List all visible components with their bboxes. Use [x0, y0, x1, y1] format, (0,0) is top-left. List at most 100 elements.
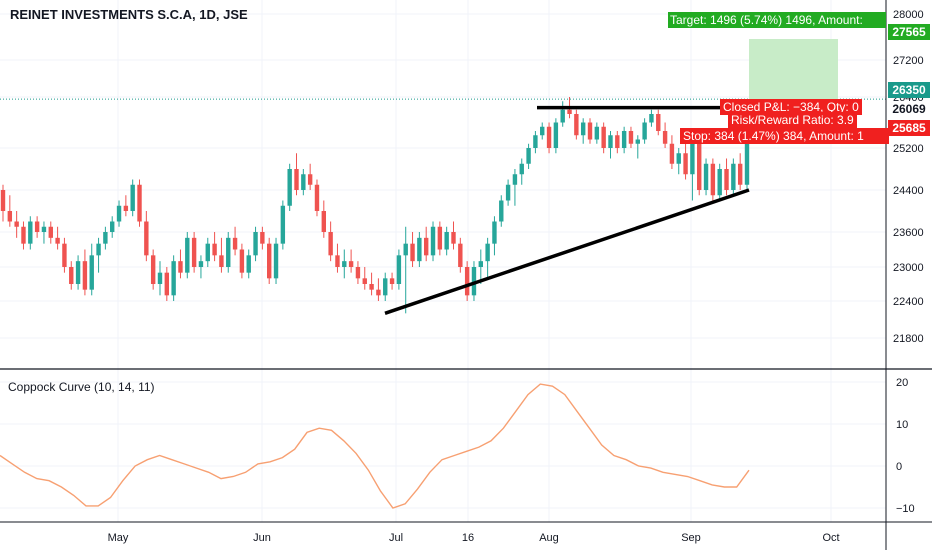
candle-body	[212, 243, 217, 256]
candle-body	[724, 169, 729, 190]
candle-body	[96, 243, 101, 256]
candlestick-series[interactable]	[0, 97, 750, 314]
candle-body	[642, 122, 647, 140]
candle-body	[662, 131, 668, 144]
candle-body	[567, 109, 572, 114]
candle-body	[28, 221, 33, 244]
candle-body	[628, 131, 634, 144]
candle-body	[499, 200, 504, 222]
candle-body	[48, 226, 53, 238]
candle-body	[55, 237, 60, 244]
candle-body	[253, 232, 258, 256]
candle-body	[621, 131, 627, 148]
price-tick-label: 24400	[893, 185, 924, 197]
candle-body	[676, 153, 681, 164]
candle-body	[540, 126, 545, 136]
price-badge-target: 27565	[888, 24, 930, 40]
candle-body	[553, 122, 559, 148]
candle-body	[205, 243, 210, 262]
price-badge-stop: 25685	[888, 120, 930, 136]
candle-body	[546, 126, 552, 148]
candle-body	[191, 237, 197, 267]
candle-body	[376, 289, 381, 296]
candle-body	[260, 232, 265, 244]
candle-body	[478, 261, 483, 267]
closed-pnl-label: Closed P&L: −384, Qty: 0	[720, 99, 862, 115]
price-tick-label: 22400	[893, 296, 924, 308]
candle-body	[335, 255, 340, 267]
candle-body	[512, 174, 518, 185]
candle-body	[150, 255, 156, 284]
candle-body	[669, 143, 675, 164]
candle-body	[744, 111, 750, 185]
risk-reward-label: Risk/Reward Ratio: 3.9	[728, 112, 857, 128]
candle-body	[649, 114, 654, 123]
time-tick-label: 16	[462, 532, 474, 544]
candle-body	[273, 243, 279, 279]
candle-body	[116, 205, 122, 222]
price-tick-label: 27200	[893, 55, 924, 67]
indicator-tick-label: 0	[896, 461, 902, 473]
candle-body	[178, 261, 183, 273]
candle-body	[533, 135, 538, 148]
candle-body	[226, 237, 231, 267]
candle-body	[389, 278, 395, 284]
candle-body	[301, 174, 306, 190]
candle-body	[656, 114, 661, 131]
candle-body	[560, 109, 565, 123]
candle-body	[21, 226, 26, 244]
candle-body	[601, 126, 606, 148]
candle-body	[710, 163, 716, 196]
trend-lines[interactable]	[384, 105, 750, 315]
support-trendline	[384, 188, 750, 315]
indicator-tick-label: 20	[896, 377, 908, 389]
candle-body	[485, 243, 490, 262]
candle-body	[458, 243, 463, 267]
candle-body	[703, 163, 709, 190]
coppock-series[interactable]	[0, 383, 750, 509]
symbol-title: REINET INVESTMENTS S.C.A, 1D, JSE	[10, 7, 248, 22]
price-badge-last: 26069	[888, 101, 930, 117]
candle-body	[451, 232, 456, 244]
candle-body	[608, 135, 613, 148]
candle-body	[185, 237, 190, 273]
candle-body	[144, 221, 149, 256]
candle-body	[403, 243, 408, 256]
candle-body	[280, 205, 286, 244]
price-tick-label: 28000	[893, 9, 924, 21]
candle-body	[123, 205, 129, 211]
indicator-tick-label: −10	[896, 503, 915, 515]
candle-body	[383, 278, 388, 296]
price-tick-label: 21800	[893, 333, 924, 345]
candle-body	[444, 232, 449, 250]
candle-body	[103, 232, 108, 244]
candle-body	[635, 139, 640, 144]
candle-body	[580, 122, 586, 136]
candle-body	[294, 169, 299, 190]
candle-body	[526, 148, 531, 164]
candle-body	[348, 261, 354, 267]
time-tick-label: Jul	[389, 532, 403, 544]
candle-body	[321, 211, 327, 232]
candle-body	[362, 278, 367, 284]
candle-body	[7, 211, 13, 222]
candle-body	[232, 237, 238, 250]
candle-body	[587, 122, 593, 140]
candle-body	[14, 221, 19, 227]
price-tick-label: 23600	[893, 227, 924, 239]
candle-body	[34, 221, 40, 232]
candle-body	[594, 126, 600, 140]
candle-body	[246, 255, 251, 273]
candle-body	[157, 272, 163, 284]
candle-body	[198, 261, 204, 267]
time-tick-label: Sep	[681, 532, 701, 544]
indicator-tick-label: 10	[896, 419, 908, 431]
time-tick-label: Oct	[822, 532, 839, 544]
candle-body	[62, 243, 67, 267]
candle-body	[239, 249, 245, 273]
candle-body	[437, 226, 443, 250]
time-tick-label: Aug	[539, 532, 559, 544]
time-tick-label: May	[108, 532, 129, 544]
candle-body	[89, 255, 94, 290]
